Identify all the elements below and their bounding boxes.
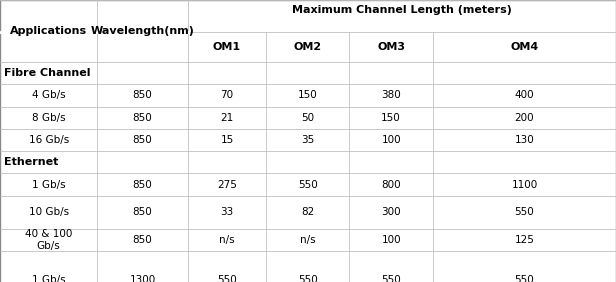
- Text: 550: 550: [514, 275, 535, 282]
- Text: Ethernet: Ethernet: [4, 157, 58, 167]
- Text: 33: 33: [221, 207, 233, 217]
- Text: 200: 200: [515, 113, 534, 123]
- Text: Applications: Applications: [10, 26, 87, 36]
- Text: 125: 125: [514, 235, 535, 245]
- Text: 550: 550: [381, 275, 401, 282]
- Text: 1300: 1300: [129, 275, 156, 282]
- Text: 850: 850: [132, 207, 153, 217]
- Text: 275: 275: [217, 180, 237, 190]
- Text: 10 Gb/s: 10 Gb/s: [28, 207, 69, 217]
- Text: 150: 150: [298, 91, 318, 100]
- Text: 300: 300: [381, 207, 401, 217]
- Text: 130: 130: [514, 135, 535, 145]
- Text: 8 Gb/s: 8 Gb/s: [32, 113, 65, 123]
- Text: 35: 35: [301, 135, 314, 145]
- Text: 21: 21: [221, 113, 233, 123]
- Text: Fibre Channel: Fibre Channel: [4, 68, 90, 78]
- Text: 150: 150: [381, 113, 401, 123]
- Text: 1 Gb/s: 1 Gb/s: [32, 180, 65, 190]
- Text: 850: 850: [132, 180, 153, 190]
- Text: 70: 70: [221, 91, 233, 100]
- Text: Maximum Channel Length (meters): Maximum Channel Length (meters): [292, 5, 512, 15]
- Text: 50: 50: [301, 113, 314, 123]
- Text: 550: 550: [514, 207, 535, 217]
- Text: OM2: OM2: [294, 42, 322, 52]
- Text: 1 Gb/s: 1 Gb/s: [32, 275, 65, 282]
- Text: 850: 850: [132, 113, 153, 123]
- Text: 16 Gb/s: 16 Gb/s: [28, 135, 69, 145]
- Text: Wavelength(nm): Wavelength(nm): [91, 26, 195, 36]
- Text: 15: 15: [221, 135, 233, 145]
- Text: 550: 550: [298, 275, 318, 282]
- Text: 40 & 100
Gb/s: 40 & 100 Gb/s: [25, 229, 72, 251]
- Text: 550: 550: [217, 275, 237, 282]
- Text: n/s: n/s: [300, 235, 315, 245]
- Text: 100: 100: [381, 235, 401, 245]
- Text: 850: 850: [132, 135, 153, 145]
- Text: OM4: OM4: [511, 42, 538, 52]
- Text: 1100: 1100: [511, 180, 538, 190]
- Text: 850: 850: [132, 91, 153, 100]
- Text: 100: 100: [381, 135, 401, 145]
- Text: 850: 850: [132, 235, 153, 245]
- Text: OM1: OM1: [213, 42, 241, 52]
- Text: 400: 400: [515, 91, 534, 100]
- Text: 800: 800: [381, 180, 401, 190]
- Text: 380: 380: [381, 91, 401, 100]
- Text: OM3: OM3: [377, 42, 405, 52]
- Text: 82: 82: [301, 207, 314, 217]
- Text: 550: 550: [298, 180, 318, 190]
- Text: n/s: n/s: [219, 235, 235, 245]
- Text: 4 Gb/s: 4 Gb/s: [32, 91, 65, 100]
